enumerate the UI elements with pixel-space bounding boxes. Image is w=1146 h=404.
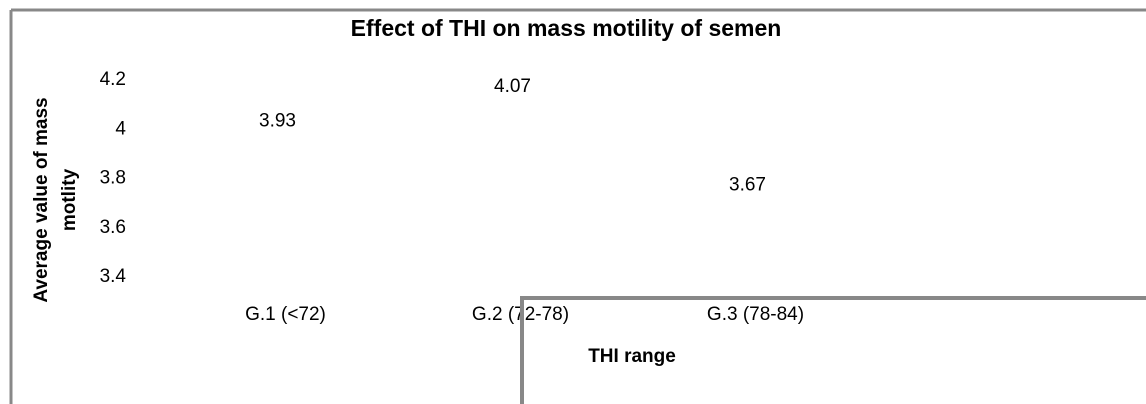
y-tick-label: 3.4 (100, 266, 127, 287)
y-tick-label: 3.6 (100, 217, 126, 238)
x-axis-label: THI range (588, 346, 676, 367)
y-tick-label: 3.8 (100, 168, 126, 189)
x-tick-label: G.1 (<72) (245, 304, 326, 325)
bar (442, 112, 583, 277)
value-label: 4.07 (494, 76, 531, 97)
x-tick-label: G.3 (78-84) (707, 304, 804, 325)
bar (207, 146, 348, 277)
value-label: 3.67 (729, 175, 766, 196)
y-axis-label: motlity (59, 168, 80, 231)
y-axis-label: Average value of mass (31, 97, 52, 302)
y-tick-label: 4.2 (100, 69, 126, 90)
value-label: 3.93 (259, 111, 296, 132)
y-tick-label: 4 (115, 118, 126, 139)
chart-title: Effect of THI on mass motility of semen (351, 15, 782, 41)
bar (677, 210, 818, 277)
